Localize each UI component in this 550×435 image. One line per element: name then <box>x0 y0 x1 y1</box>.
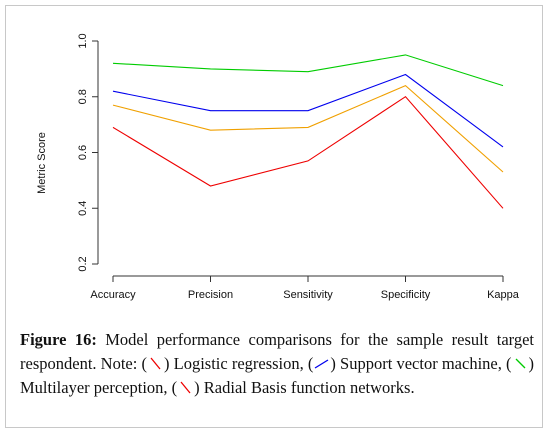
multilayer-perception-swatch-icon <box>513 354 528 369</box>
series-line <box>112 95 504 209</box>
y-tick-label: 0.4 <box>77 201 89 216</box>
caption-item2: ) Support vector machine, ( <box>330 354 512 373</box>
y-tick-label: 1.0 <box>77 33 89 48</box>
series-line <box>112 73 504 148</box>
x-tick-label: Sensitivity <box>283 289 333 301</box>
x-tick-label: Specificity <box>381 289 431 301</box>
series-layer <box>112 54 504 209</box>
line-chart: 0.2 0.4 0.6 0.8 1.0 Accuracy Precision Sensitiv… <box>36 33 520 301</box>
series-line <box>112 84 504 173</box>
x-tick-label: Precision <box>188 289 233 301</box>
support-vector-machine-swatch-icon <box>314 354 329 369</box>
caption-item1: ) Logistic regression, ( <box>163 354 314 373</box>
y-tick-label: 0.6 <box>77 145 89 160</box>
x-tick-label: Kappa <box>487 289 520 301</box>
figure-panel: 0.2 0.4 0.6 0.8 1.0 Accuracy Precision Sensitiv… <box>5 5 543 428</box>
x-tick-label: Accuracy <box>90 289 136 301</box>
figure-caption: Figure 16: Model performance comparisons… <box>20 328 534 400</box>
chart-axes: 0.2 0.4 0.6 0.8 1.0 Accuracy Precision Sensitiv… <box>77 33 520 301</box>
logistic-regression-swatch-icon <box>148 354 163 370</box>
figure-label: Figure 16: <box>20 330 97 349</box>
y-tick-label: 0.8 <box>77 89 89 104</box>
caption-lead: Model performance comparisons for the sa… <box>20 330 534 373</box>
caption-item3: ) Multilayer perception, ( <box>20 354 534 397</box>
caption-item4: ) Radial Basis function networks. <box>194 378 415 397</box>
series-line <box>112 54 504 87</box>
radial-basis-function-swatch-icon <box>178 378 193 394</box>
y-tick-label: 0.2 <box>77 256 89 271</box>
y-axis-label: Metric Score <box>36 132 48 194</box>
